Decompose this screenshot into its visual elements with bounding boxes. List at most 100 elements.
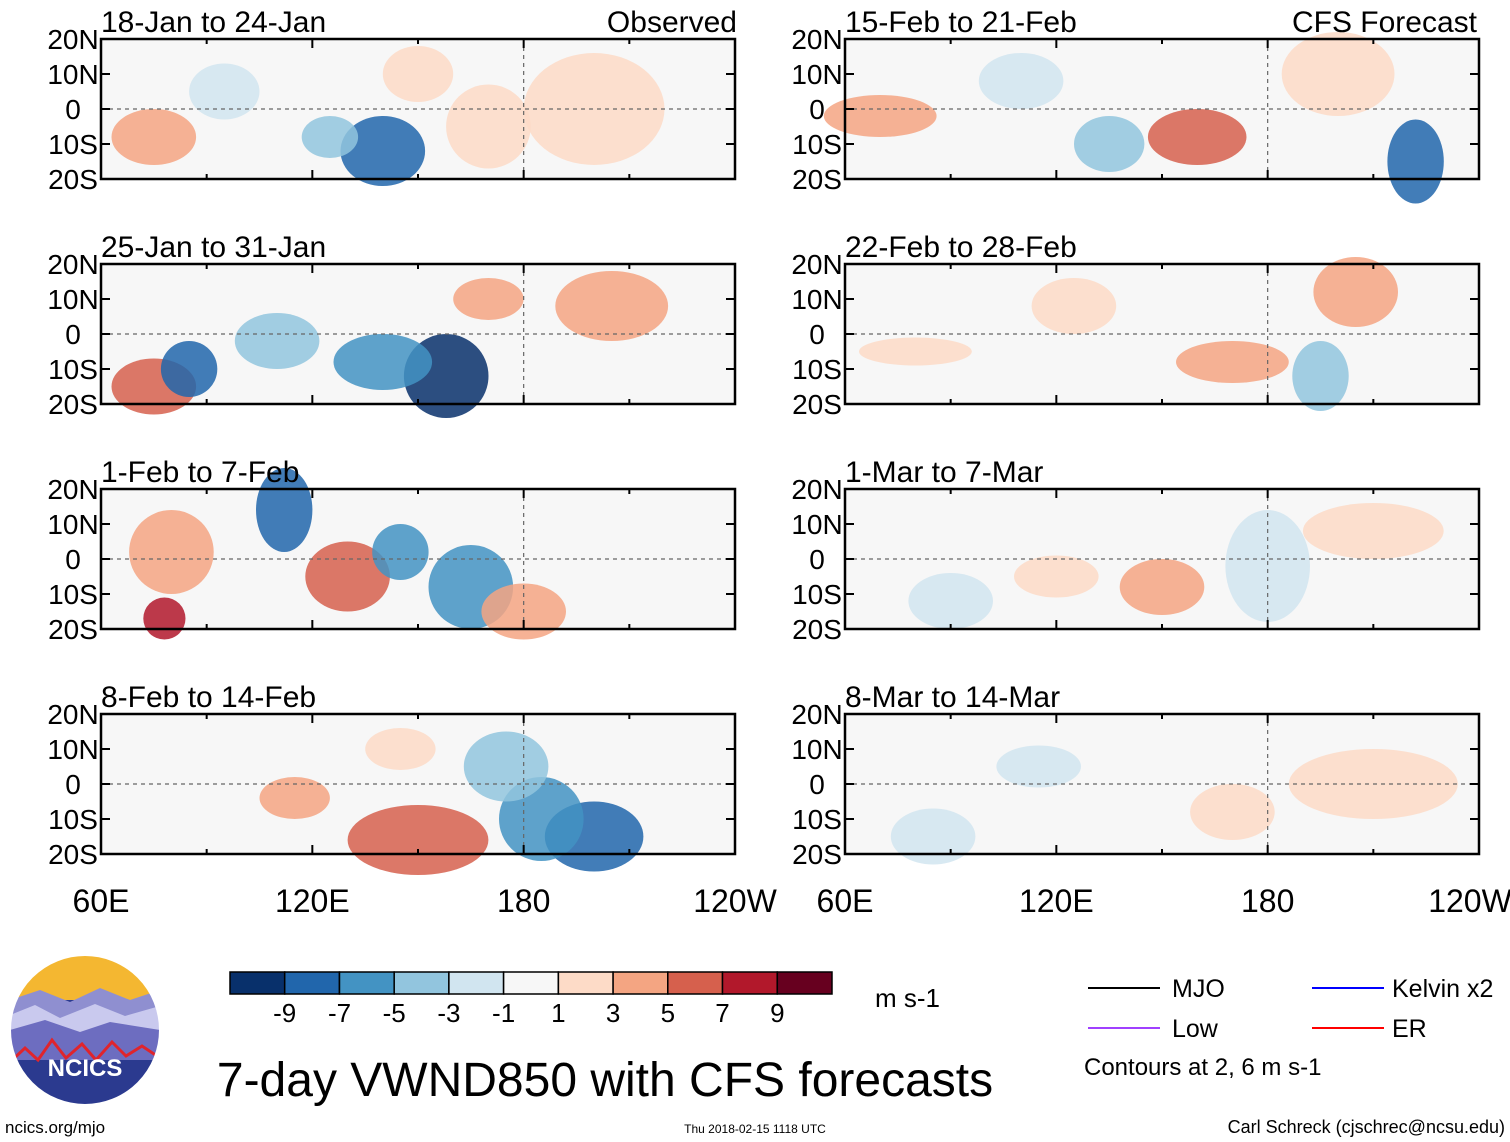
lat-tick-label: 0: [809, 94, 825, 125]
wind-anomaly-blob: [1302, 503, 1444, 559]
lat-tick-label: 10S: [48, 129, 98, 160]
wind-anomaly-blob: [234, 313, 320, 369]
lat-tick-label: 20S: [792, 164, 842, 195]
wind-anomaly-blob: [908, 573, 993, 629]
colorbar-label: -1: [492, 998, 515, 1028]
colorbar-swatch: [338, 971, 395, 995]
wind-anomaly-blob: [1387, 119, 1444, 204]
colorbar-label: -3: [437, 998, 460, 1028]
map-panel-3: 20N 10N 0 10S 20S 1-Feb to 7-Feb: [47, 456, 737, 645]
colorbar-label: -7: [328, 998, 351, 1028]
lat-tick-label: 0: [65, 544, 81, 575]
panel-period-title: 1-Feb to 7-Feb: [101, 456, 299, 489]
wind-anomaly-blob: [1292, 341, 1349, 411]
lon-tick-label-observed: 120W: [693, 883, 777, 919]
lat-tick-label: 20S: [48, 839, 98, 870]
map-panel-6: 20N 10N 0 10S 20S 22-Feb to 28-Feb: [791, 231, 1481, 420]
field-blobs: [823, 32, 1444, 204]
panel-period-title: 8-Feb to 14-Feb: [101, 681, 316, 714]
lat-tick-label: 10S: [792, 804, 842, 835]
panel-period-title: 22-Feb to 28-Feb: [845, 231, 1077, 264]
colorbar-swatch: [393, 971, 450, 995]
colorbar: -9 -7 -5 -3 -1 1 3 5 7 9: [229, 971, 833, 1028]
wind-anomaly-blob: [129, 510, 214, 594]
wind-anomaly-blob: [890, 808, 976, 865]
figure-title: 7-day VWND850 with CFS forecasts: [217, 1054, 993, 1107]
wind-anomaly-blob: [372, 524, 429, 580]
lat-tick-label: 20N: [47, 249, 98, 280]
lat-tick-label: 0: [809, 544, 825, 575]
lon-tick-label-forecast: 180: [1241, 883, 1294, 919]
colorbar-label: -5: [383, 998, 406, 1028]
lat-tick-label: 10S: [792, 579, 842, 610]
ncics-logo: NCICS: [9, 954, 161, 1106]
observed-label: Observed: [607, 6, 737, 39]
wind-anomaly-blob: [1176, 341, 1289, 383]
logo-text: NCICS: [48, 1055, 123, 1082]
field-blobs: [111, 271, 669, 418]
lat-tick-label: 20S: [792, 389, 842, 420]
map-panel-7: 20N 10N 0 10S 20S 1-Mar to 7-Mar: [791, 456, 1481, 645]
lat-tick-label: 10N: [791, 284, 842, 315]
wind-anomaly-blob: [1119, 559, 1205, 615]
lat-tick-label: 0: [809, 769, 825, 800]
lat-tick-label: 0: [65, 94, 81, 125]
wind-anomaly-blob: [189, 63, 260, 120]
lat-tick-label: 20S: [48, 614, 98, 645]
map-panel-4: 20N 10N 0 10S 20S 8-Feb to 14-Feb: [47, 681, 737, 875]
wind-anomaly-blob: [143, 597, 186, 640]
lat-tick-label: 10S: [792, 354, 842, 385]
lat-tick-label: 10S: [48, 804, 98, 835]
wind-anomaly-blob: [1031, 278, 1117, 334]
wind-anomaly-blob: [301, 116, 359, 158]
legend-low-label: Low: [1172, 1015, 1219, 1043]
wind-anomaly-blob: [996, 745, 1081, 788]
wind-anomaly-blob: [555, 271, 669, 341]
colorbar-label: 1: [551, 998, 565, 1028]
lat-tick-label: 10N: [791, 509, 842, 540]
lat-tick-label: 0: [65, 769, 81, 800]
wind-anomaly-blob: [1147, 109, 1247, 165]
footer-author: Carl Schreck (cjschrec@ncsu.edu): [1228, 1117, 1505, 1137]
wind-anomaly-blob: [382, 46, 454, 102]
lat-tick-label: 20N: [791, 474, 842, 505]
wind-anomaly-blob: [111, 109, 197, 165]
lat-tick-label: 10N: [47, 59, 98, 90]
map-panel-8: 20N 10N 0 10S 20S 8-Mar to 14-Mar: [791, 681, 1481, 870]
longitude-axis: 60E 120E 180 120W 60E 120E 180 120W: [73, 883, 1510, 919]
lat-tick-label: 20N: [791, 249, 842, 280]
map-panel-2: 20N 10N 0 10S 20S 25-Jan to 31-Jan: [47, 231, 737, 420]
colorbar-swatch: [448, 971, 505, 995]
colorbar-label: 3: [606, 998, 620, 1028]
lon-tick-label-observed: 180: [497, 883, 550, 919]
lat-tick-label: 10N: [791, 59, 842, 90]
lat-tick-label: 10S: [792, 129, 842, 160]
colorbar-swatch: [283, 971, 341, 995]
field-blobs: [859, 257, 1398, 411]
wind-anomaly-blob: [978, 53, 1064, 109]
colorbar-swatch: [612, 971, 669, 995]
wind-anomaly-blob: [1313, 257, 1398, 327]
map-panel-1: 20N 10N 0 10S 20S 18-Jan to 24-Jan Observed: [47, 6, 737, 195]
lat-tick-label: 20N: [791, 24, 842, 55]
wind-anomaly-blob: [463, 731, 549, 802]
lat-tick-label: 10N: [791, 734, 842, 765]
lat-tick-label: 20S: [792, 614, 842, 645]
wind-anomaly-blob: [333, 334, 433, 390]
wind-anomaly-blob: [1225, 510, 1310, 622]
wind-anomaly-blob: [1281, 32, 1395, 116]
wind-anomaly-blob: [365, 728, 436, 770]
panel-period-title: 15-Feb to 21-Feb: [845, 6, 1077, 39]
colorbar-swatch: [229, 971, 286, 995]
lat-tick-label: 20S: [48, 389, 98, 420]
contour-note: Contours at 2, 6 m s-1: [1084, 1054, 1321, 1081]
wind-anomaly-blob: [823, 95, 937, 137]
colorbar-swatch: [557, 971, 614, 995]
panel-period-title: 25-Jan to 31-Jan: [101, 231, 326, 264]
colorbar-swatch: [776, 971, 833, 995]
colorbar-swatch: [667, 971, 724, 995]
wind-anomaly-blob: [347, 805, 489, 875]
colorbar-label: 9: [770, 998, 784, 1028]
